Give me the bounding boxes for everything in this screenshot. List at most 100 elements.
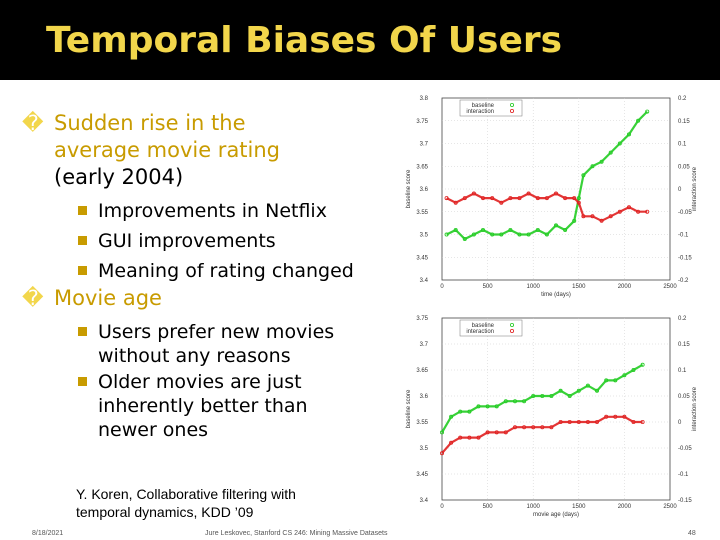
y-right-tick-label: -0.2 (678, 278, 689, 284)
data-point-baseline (494, 404, 499, 409)
data-point-interaction (631, 420, 636, 425)
data-point-interaction (563, 196, 568, 201)
data-point-interaction (481, 196, 486, 201)
y-right-tick-label: 0.15 (678, 342, 690, 348)
y-right-tick-label: -0.05 (678, 210, 692, 216)
y-tick-label: 3.45 (416, 472, 428, 478)
data-point-baseline (581, 173, 586, 178)
data-point-interaction (581, 214, 586, 219)
data-point-interaction (549, 425, 554, 430)
data-point-interaction (636, 209, 641, 214)
reference: Y. Koren, Collaborative filtering with t… (76, 485, 296, 521)
sub-bullet-text: Users prefer new movies (98, 321, 335, 343)
y-tick-label: 3.5 (420, 446, 429, 452)
data-point-baseline (490, 232, 495, 237)
data-point-baseline (513, 399, 518, 404)
x-tick-label: 500 (483, 284, 494, 290)
x-tick-label: 1000 (527, 284, 541, 290)
square-bullet-icon (78, 377, 87, 386)
data-point-baseline (594, 388, 599, 393)
data-point-baseline (585, 383, 590, 388)
data-point-interaction (572, 196, 577, 201)
x-tick-label: 2500 (663, 504, 677, 510)
y-right-tick-label: 0.2 (678, 316, 687, 322)
plot-area (441, 317, 671, 501)
data-point-baseline (572, 218, 577, 223)
y-tick-label: 3.6 (420, 187, 429, 193)
y-tick-label: 3.4 (420, 498, 429, 504)
data-point-baseline (499, 232, 504, 237)
series-line-baseline (441, 363, 644, 433)
legend-box (459, 99, 523, 117)
y-right-tick-label: -0.15 (678, 255, 692, 261)
legend-marker (510, 108, 515, 113)
y-axis-label: baseline score (406, 169, 412, 208)
data-point-interaction (594, 420, 599, 425)
data-point-interaction (585, 420, 590, 425)
y-tick-label: 3.6 (420, 394, 429, 400)
chart-movie-age: 0 500 1000 1500 2000 2500 3.4 3.45 3.5 3.55 3.6 3.6… (400, 310, 700, 525)
y-right-tick-label: 0.2 (678, 96, 687, 102)
x-tick-label: 0 (440, 284, 444, 290)
y-right-axis-label: interaction score (692, 166, 698, 211)
y-right-axis-label: interaction score (692, 386, 698, 431)
data-point-baseline (444, 232, 449, 237)
y-right-tick-label: 0 (678, 420, 682, 426)
data-point-interaction (526, 191, 531, 196)
data-point-baseline (481, 227, 486, 232)
y-tick-label: 3.75 (416, 316, 428, 322)
data-point-interaction (604, 414, 609, 419)
legend-label: interaction (466, 109, 494, 115)
data-point-baseline (458, 409, 463, 414)
y-tick-label: 3.8 (420, 96, 429, 102)
square-bullet-icon (78, 236, 87, 245)
legend-label: interaction (466, 329, 494, 335)
bullet-text: (early 2004) (54, 165, 184, 189)
sub-bullet-text: GUI improvements (98, 230, 276, 252)
data-point-baseline (622, 373, 627, 378)
sub-bullet-text: newer ones (98, 419, 209, 441)
data-point-interaction (503, 430, 508, 435)
y-right-tick-label: 0.1 (678, 142, 687, 148)
data-point-interaction (535, 196, 540, 201)
legend-marker (510, 328, 515, 333)
chart-time-days: 0 500 1000 1500 2000 2500 3.4 3.45 3.5 3.55 3.6 3.6… (400, 90, 700, 305)
data-point-baseline (503, 399, 508, 404)
data-point-baseline (440, 430, 445, 435)
data-point-baseline (471, 232, 476, 237)
series-line-interaction (441, 415, 643, 454)
legend-label: baseline (472, 323, 495, 329)
y-right-tick-label: 0 (678, 187, 682, 193)
y-right-tick-label: 0.05 (678, 394, 690, 400)
sub-bullet-text: Meaning of rating changed (98, 260, 354, 282)
data-point-interaction (540, 425, 545, 430)
legend-label: baseline (472, 103, 495, 109)
bullet-movie-age: � Movie age (22, 285, 412, 312)
x-axis-label: movie age (days) (533, 512, 579, 518)
slide-content: � Sudden rise in the average movie ratin… (22, 110, 412, 442)
y-tick-label: 3.45 (416, 255, 428, 261)
data-point-interaction (494, 430, 499, 435)
data-point-interaction (558, 420, 563, 425)
y-right-tick-label: -0.15 (678, 498, 692, 504)
data-point-interaction (576, 420, 581, 425)
data-point-baseline (449, 414, 454, 419)
legend-box (459, 319, 523, 337)
footer-course: Jure Leskovec, Stanford CS 246: Mining M… (205, 530, 388, 537)
data-point-interaction (449, 440, 454, 445)
x-tick-label: 2500 (663, 284, 677, 290)
bullet-text: average movie rating (54, 138, 281, 162)
data-point-interaction (622, 414, 627, 419)
sub-bullet: Older movies are just inherently better t… (22, 370, 412, 442)
legend-marker (510, 102, 515, 107)
data-point-baseline (526, 232, 531, 237)
reference-line: Y. Koren, Collaborative filtering with (76, 486, 296, 502)
slide-title: Temporal Biases Of Users (46, 20, 563, 61)
sub-bullet: Users prefer new movies without any reaso… (22, 320, 412, 368)
data-point-interaction (444, 196, 449, 201)
data-point-baseline (540, 394, 545, 399)
x-axis-label: time (days) (541, 292, 571, 298)
data-point-baseline (549, 394, 554, 399)
bullet-sudden-rise: � Sudden rise in the average movie ratin… (22, 110, 412, 191)
chart-svg: 0 500 1000 1500 2000 2500 3.4 3.45 3.5 3.55 3.6 3.6… (406, 316, 698, 518)
